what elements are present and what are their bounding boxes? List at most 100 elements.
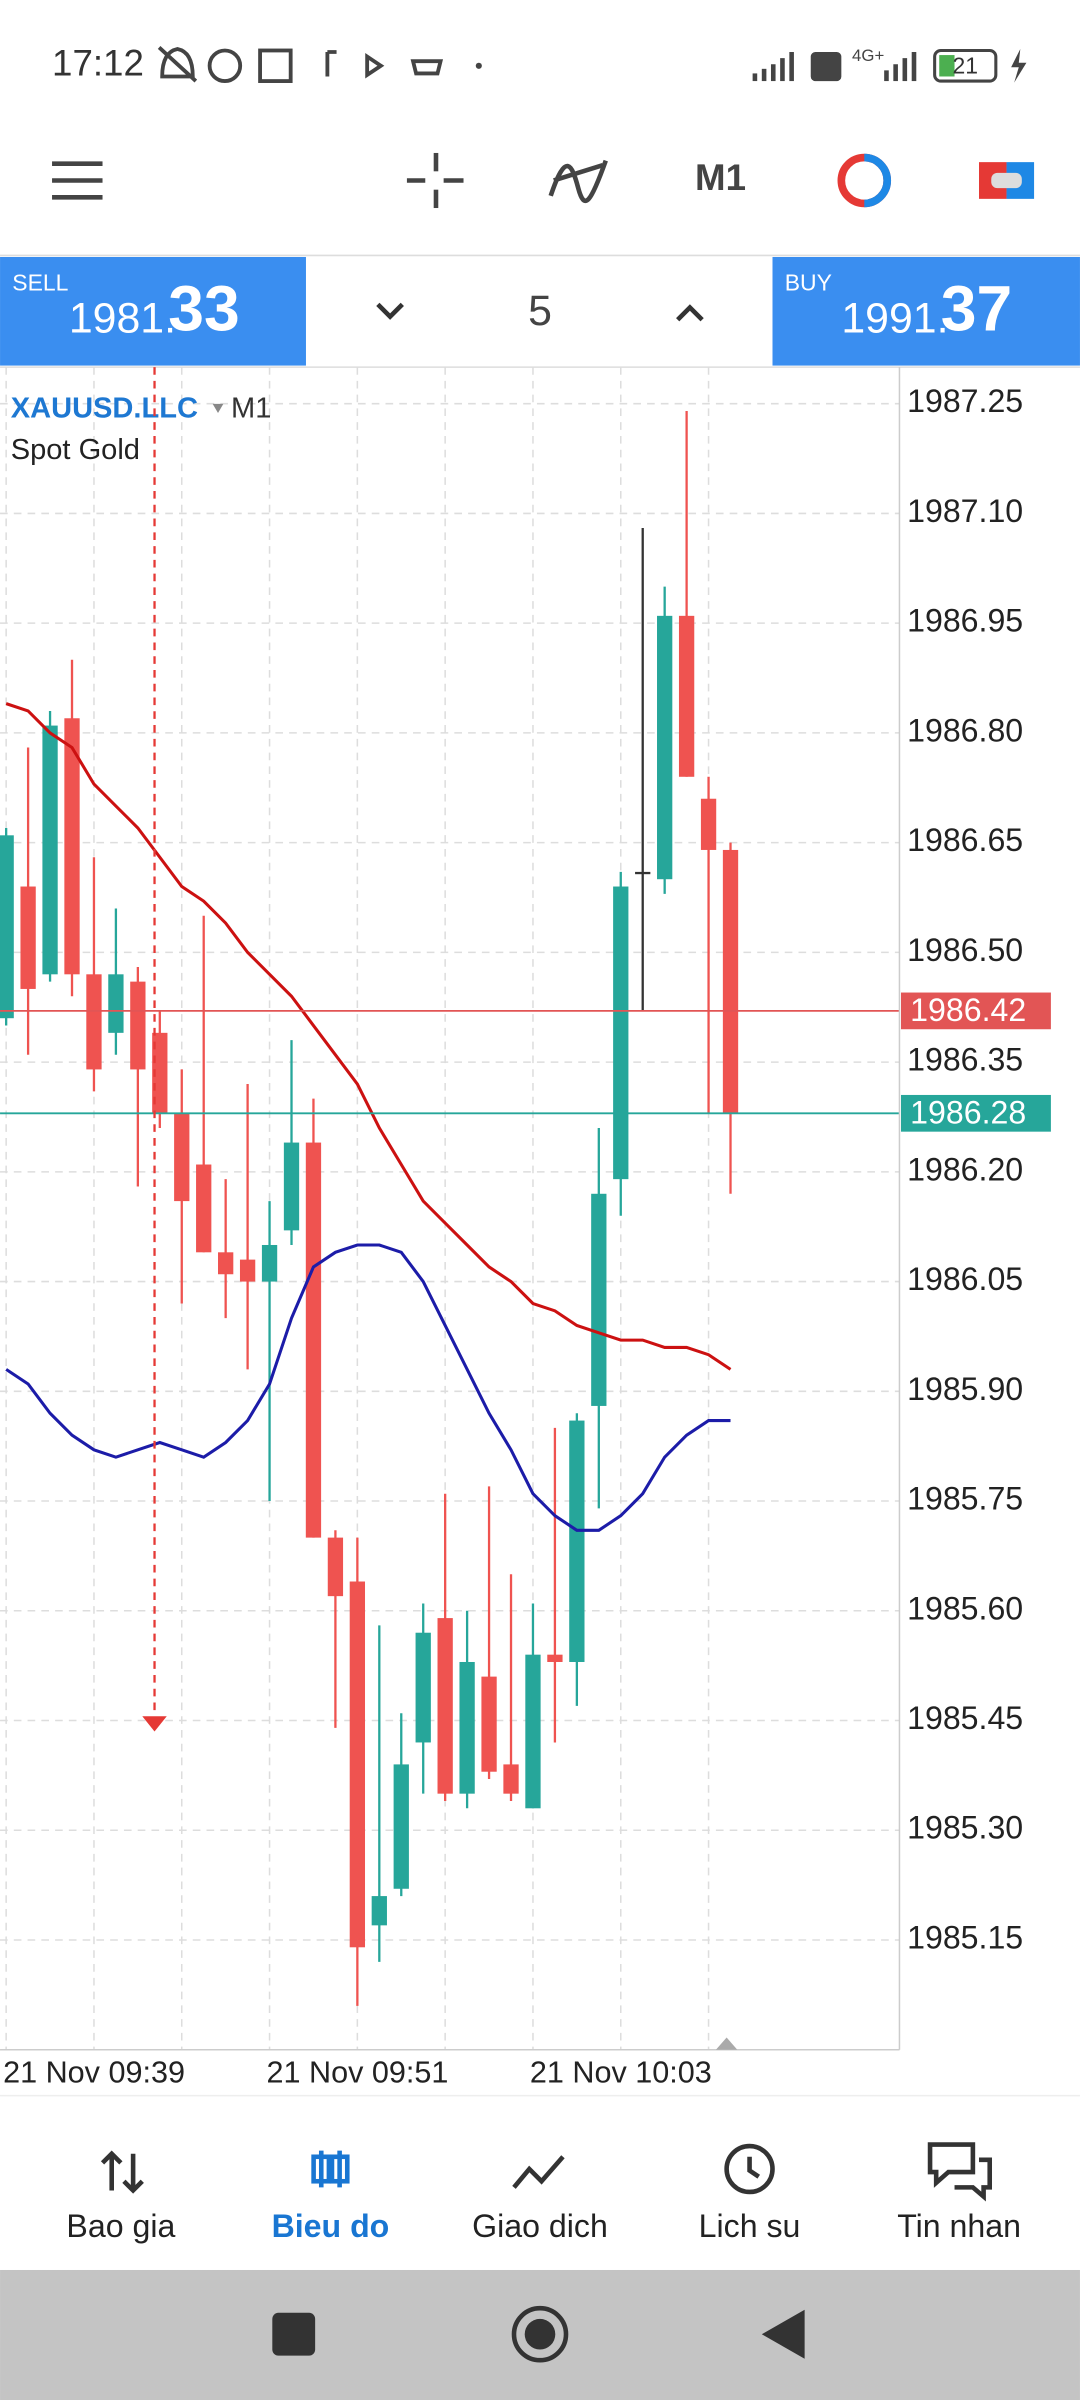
nav-item[interactable]: Giao dich [472, 2208, 608, 2244]
candle-body [393, 1764, 409, 1889]
candle-body [459, 1661, 475, 1794]
y-tick-label: 1985.45 [907, 1700, 1023, 1736]
candle-body [283, 1142, 300, 1231]
candle-body [327, 1537, 344, 1597]
y-tick-label: 1986.95 [907, 603, 1023, 639]
candle-body [503, 1764, 519, 1794]
candle-body [152, 1032, 168, 1114]
candle-body [657, 615, 673, 880]
symbol[interactable]: XAUUSD.LLC [11, 393, 198, 425]
y-tick-label: 1986.35 [907, 1042, 1023, 1078]
candle-body [591, 1193, 607, 1406]
candle-body [42, 725, 58, 975]
symbol-description: Spot Gold [11, 434, 140, 466]
candle-body [305, 1142, 322, 1538]
chart: 1987.25 1987.10 1986.95 1986.80 1986.65 1986.… [0, 367, 1051, 2089]
indicator-button[interactable] [548, 159, 608, 204]
indicator-line [5, 702, 732, 1371]
candle-body [678, 615, 695, 777]
candle-body [218, 1252, 234, 1275]
volume-up[interactable] [676, 304, 704, 322]
status-time: 17:12 [52, 42, 144, 83]
home-button[interactable] [511, 2305, 569, 2363]
volume[interactable]: 5 [528, 287, 552, 335]
y-tick-label: 1986.50 [907, 932, 1023, 968]
sell-button[interactable] [0, 256, 306, 366]
volume-down[interactable] [376, 302, 404, 320]
sell-price: 1981. [69, 295, 176, 343]
y-tick-label: 1985.60 [907, 1590, 1023, 1626]
price-label: 1986.42 [910, 992, 1026, 1028]
buy-button[interactable] [772, 256, 1080, 366]
candle-body [635, 871, 651, 875]
battery-text: 21 [952, 52, 978, 78]
price-label-bg [900, 992, 1051, 1030]
candle-body [86, 974, 102, 1070]
candle-body [700, 798, 717, 850]
symbol-dropdown[interactable] [212, 403, 224, 414]
sell-pips: 33 [168, 273, 239, 345]
y-tick-label: 1985.90 [907, 1371, 1023, 1407]
battery-outline [933, 48, 998, 83]
charging-icon [1011, 48, 1027, 83]
candle-body [525, 1654, 541, 1809]
y-tick-label: 1986.05 [907, 1261, 1023, 1297]
candle-body [64, 718, 80, 975]
buy-price: 1991. [841, 295, 948, 343]
y-tick-label: 1985.75 [907, 1481, 1023, 1517]
nav-item[interactable]: Bao gia [66, 2208, 175, 2244]
candle-body [196, 1164, 212, 1253]
home-button-dot [524, 2318, 556, 2350]
accounts-button[interactable] [979, 162, 1035, 199]
status-icons [157, 46, 444, 83]
candle-body [174, 1113, 190, 1202]
candle-body [108, 974, 124, 1033]
indicator-line [5, 1243, 731, 1532]
candle-body [239, 1259, 256, 1282]
price-label-bg [900, 1094, 1051, 1132]
candle-body [20, 886, 36, 989]
recents-button[interactable] [272, 2312, 316, 2356]
candle-body [481, 1676, 497, 1772]
network-type: 4G+ [852, 46, 884, 65]
candle-body [261, 1244, 278, 1282]
back-button[interactable] [761, 2309, 805, 2359]
crosshair-button[interactable] [406, 152, 464, 209]
nav-icons [100, 2142, 993, 2202]
menu-button[interactable] [52, 161, 103, 200]
nav-item[interactable]: Lich su [699, 2208, 801, 2244]
x-tick-label: 21 Nov 10:03 [530, 2055, 712, 2089]
y-tick-label: 1985.15 [907, 1919, 1023, 1955]
y-tick-label: 1986.65 [907, 822, 1023, 858]
chart-timeframe: M1 [231, 393, 271, 425]
trade-button[interactable] [837, 153, 892, 208]
candle-body [371, 1896, 387, 1926]
scroll-marker [715, 2037, 738, 2050]
candle-body [547, 1654, 563, 1662]
candle-body [415, 1632, 431, 1743]
y-tick-label: 1987.10 [907, 493, 1023, 529]
candle-body [349, 1581, 366, 1948]
nav-item[interactable]: Bieu do [272, 2208, 390, 2244]
y-tick-label: 1986.20 [907, 1151, 1023, 1187]
candle-body [437, 1618, 453, 1794]
y-tick-label: 1987.25 [907, 383, 1023, 419]
y-tick-label: 1986.80 [907, 712, 1023, 748]
nav-item[interactable]: Tin nhan [897, 2208, 1021, 2244]
candle-body [569, 1420, 585, 1662]
buy-pips: 37 [941, 273, 1012, 345]
battery-level [939, 55, 955, 77]
candle-body [0, 835, 14, 1019]
bottom-nav: Bao gia Bieu do Giao dich Lich su Tin nhan [66, 2208, 1021, 2244]
y-tick-label: 1985.30 [907, 1810, 1023, 1846]
signal-bars [752, 52, 917, 82]
sell-label: SELL [12, 270, 68, 296]
candle-body [722, 849, 739, 1114]
drawing-arrow-head [142, 1716, 167, 1732]
x-tick-label: 21 Nov 09:51 [267, 2055, 449, 2089]
x-tick-label: 21 Nov 09:39 [3, 2055, 185, 2089]
buy-label: BUY [785, 270, 832, 296]
timeframe-button[interactable]: M1 [695, 157, 746, 198]
